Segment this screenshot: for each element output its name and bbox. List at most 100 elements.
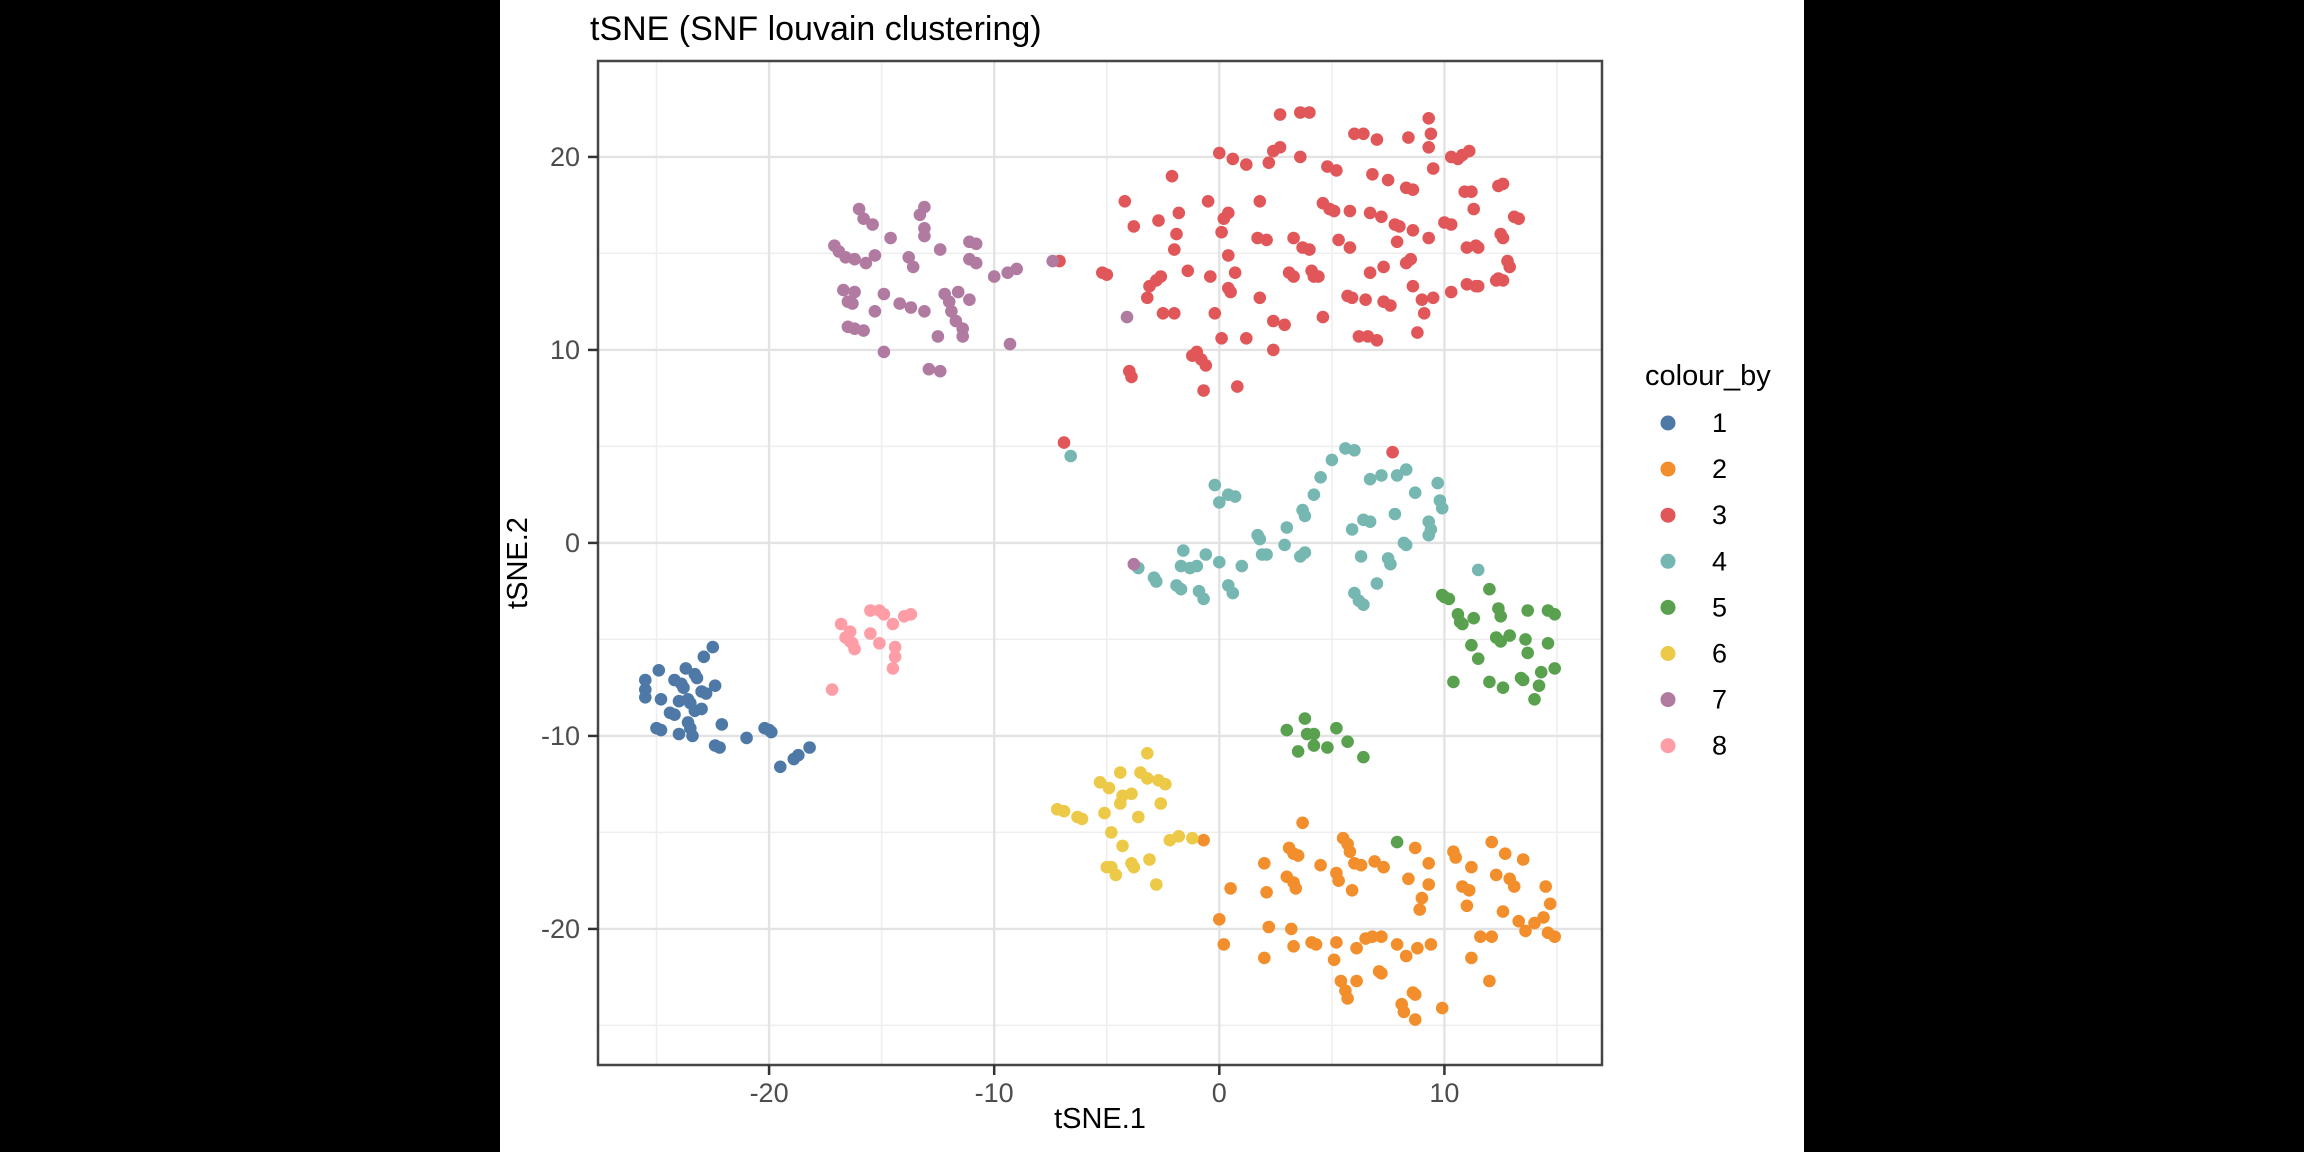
data-point bbox=[1152, 214, 1165, 227]
legend-item-5: 5 bbox=[1660, 592, 1727, 622]
data-point bbox=[1357, 598, 1370, 611]
data-point bbox=[1120, 310, 1134, 324]
data-point bbox=[1260, 548, 1273, 561]
data-point bbox=[1105, 826, 1118, 839]
data-point bbox=[1489, 868, 1503, 882]
data-point bbox=[1471, 241, 1485, 254]
data-point bbox=[868, 305, 882, 318]
data-point bbox=[1422, 231, 1435, 245]
data-point bbox=[1406, 183, 1420, 196]
data-point bbox=[1345, 884, 1359, 897]
data-point bbox=[695, 702, 708, 716]
data-point bbox=[1332, 874, 1345, 887]
cluster-4 bbox=[1064, 442, 1485, 611]
data-point bbox=[1213, 146, 1226, 160]
data-point bbox=[1298, 712, 1312, 725]
data-point bbox=[1303, 106, 1316, 119]
data-point bbox=[1496, 681, 1510, 694]
data-point bbox=[1125, 787, 1138, 801]
data-point bbox=[886, 662, 900, 675]
data-point bbox=[1291, 745, 1305, 758]
data-point bbox=[1064, 449, 1077, 463]
data-point bbox=[1201, 195, 1215, 208]
data-point bbox=[1345, 523, 1359, 536]
data-point bbox=[803, 741, 816, 754]
data-point bbox=[884, 231, 897, 245]
data-point bbox=[1496, 177, 1510, 191]
data-point bbox=[639, 673, 652, 687]
data-point bbox=[1422, 112, 1435, 125]
data-point bbox=[1114, 797, 1127, 810]
data-point bbox=[918, 200, 931, 214]
data-point bbox=[1390, 835, 1404, 849]
data-point bbox=[1354, 550, 1368, 563]
data-point bbox=[1516, 673, 1530, 687]
data-point bbox=[1174, 582, 1188, 596]
data-point bbox=[1343, 241, 1357, 254]
data-point bbox=[1350, 941, 1363, 955]
data-point bbox=[1366, 930, 1379, 943]
x-axis-title: tSNE.1 bbox=[1054, 1103, 1146, 1135]
data-point bbox=[1262, 156, 1276, 169]
data-point bbox=[868, 249, 882, 262]
data-point bbox=[1471, 652, 1485, 665]
data-point bbox=[774, 760, 787, 774]
data-point bbox=[1118, 195, 1132, 208]
data-point bbox=[1377, 860, 1390, 874]
data-point bbox=[886, 617, 900, 631]
data-point bbox=[1253, 291, 1267, 305]
data-point bbox=[852, 202, 866, 216]
data-point bbox=[1467, 202, 1480, 216]
legend-key-label: 8 bbox=[1712, 731, 1727, 761]
data-point bbox=[1548, 662, 1561, 675]
data-point bbox=[1327, 953, 1341, 967]
data-point bbox=[652, 664, 666, 677]
cluster-1 bbox=[639, 640, 816, 774]
data-point bbox=[1384, 557, 1397, 571]
data-point bbox=[1528, 916, 1541, 930]
data-point bbox=[848, 252, 861, 266]
data-point bbox=[1109, 868, 1123, 882]
data-point bbox=[1548, 608, 1561, 621]
data-point bbox=[1422, 528, 1435, 542]
data-point bbox=[1496, 905, 1510, 918]
data-point bbox=[706, 640, 720, 654]
x-tick-label: -20 bbox=[750, 1078, 789, 1108]
data-point bbox=[1199, 359, 1213, 372]
data-point bbox=[1350, 974, 1363, 988]
data-point bbox=[1415, 891, 1429, 905]
data-point bbox=[1260, 886, 1273, 899]
data-point bbox=[668, 708, 681, 721]
gridlines-major bbox=[598, 61, 1602, 1065]
data-point bbox=[1359, 293, 1372, 307]
data-point bbox=[933, 243, 947, 256]
data-point bbox=[1422, 878, 1435, 891]
data-point bbox=[1483, 582, 1496, 596]
axis-tick-labels: -20 -10 0 10 -20 -10 0 10 20 bbox=[541, 142, 1459, 1108]
data-point bbox=[1363, 206, 1377, 220]
data-point bbox=[1519, 924, 1532, 938]
data-point bbox=[1222, 249, 1235, 262]
data-point bbox=[864, 627, 877, 640]
data-point bbox=[740, 731, 753, 745]
data-point bbox=[1273, 108, 1287, 121]
data-point bbox=[792, 748, 805, 762]
data-point bbox=[1316, 310, 1330, 324]
data-point bbox=[1190, 559, 1204, 573]
data-point bbox=[1548, 930, 1561, 943]
data-point bbox=[1485, 930, 1498, 943]
legend-items: 1 2 3 4 5 6 7 8 bbox=[1660, 408, 1727, 761]
data-point bbox=[1474, 930, 1487, 943]
data-point bbox=[963, 293, 976, 307]
data-point bbox=[1127, 557, 1141, 571]
data-point bbox=[1406, 224, 1420, 237]
data-point bbox=[699, 687, 713, 700]
data-point bbox=[1253, 532, 1267, 546]
data-point bbox=[1366, 168, 1379, 181]
data-point bbox=[1404, 252, 1417, 266]
data-point bbox=[1370, 577, 1384, 590]
data-point bbox=[1498, 847, 1512, 860]
data-point bbox=[837, 283, 850, 297]
data-point bbox=[1408, 1013, 1422, 1026]
x-tick-label: 10 bbox=[1429, 1078, 1459, 1108]
